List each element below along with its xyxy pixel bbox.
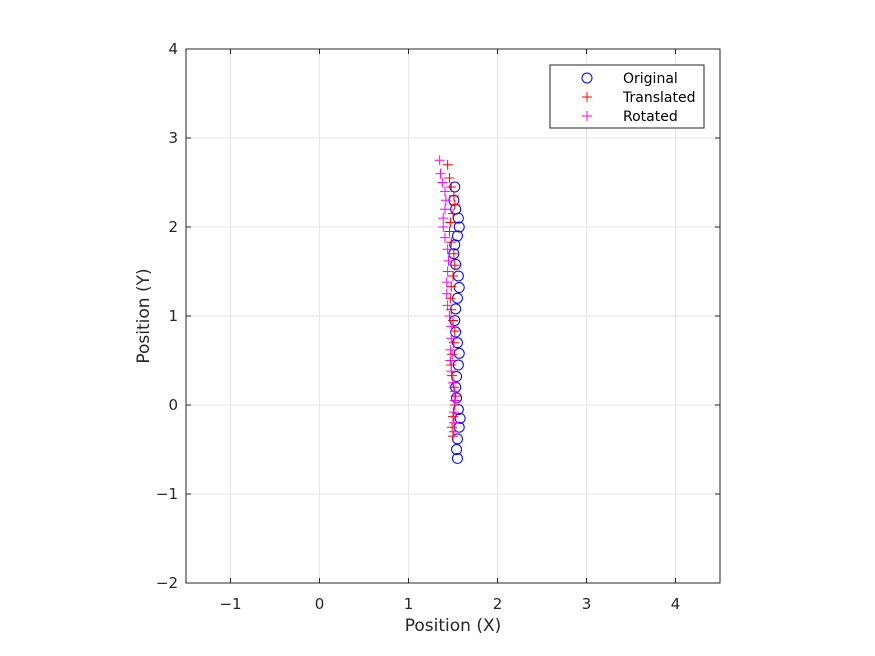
data-point <box>450 391 461 402</box>
data-point <box>450 203 462 215</box>
data-point <box>450 303 462 315</box>
data-point <box>449 260 460 271</box>
data-point <box>435 168 446 179</box>
data-point <box>446 237 457 248</box>
data-point <box>446 321 457 332</box>
y-axis-label: Position (Y) <box>134 268 154 363</box>
data-point <box>451 433 463 445</box>
data-point <box>453 282 465 294</box>
data-point <box>449 199 460 210</box>
data-point <box>451 452 463 464</box>
data-point <box>447 422 458 433</box>
y-tick-label: 2 <box>168 218 178 236</box>
x-tick-label: −1 <box>219 595 241 613</box>
legend-marker <box>582 111 592 121</box>
x-tick-label: 4 <box>671 595 681 613</box>
data-point <box>441 288 452 299</box>
data-point <box>445 344 456 355</box>
legend-marker <box>582 92 592 102</box>
data-point <box>449 395 460 406</box>
data-point <box>442 300 453 311</box>
legend-label: Rotated <box>623 109 678 125</box>
data-point <box>446 366 457 377</box>
data-point <box>442 244 453 255</box>
data-point <box>452 403 464 415</box>
series-rotated <box>434 155 460 437</box>
data-point <box>448 337 459 348</box>
y-tick-label: 3 <box>168 129 178 147</box>
data-point <box>444 173 455 184</box>
data-point <box>448 426 459 437</box>
data-point <box>448 407 459 418</box>
data-point <box>438 222 449 232</box>
series-translated <box>442 159 461 442</box>
data-point <box>451 371 463 383</box>
data-point <box>445 217 456 228</box>
data-point <box>448 270 458 281</box>
data-point <box>443 255 454 266</box>
y-tick-label: 1 <box>168 307 178 325</box>
data-point <box>446 281 457 292</box>
x-tick-label: 0 <box>315 595 325 613</box>
data-point <box>448 382 459 393</box>
legend-box <box>549 64 705 129</box>
data-point <box>444 226 455 237</box>
data-point <box>442 266 453 277</box>
data-point <box>447 349 458 360</box>
data-point <box>434 155 445 166</box>
legend: Original Translated Rotated <box>549 64 705 129</box>
legend-label: Original <box>623 71 678 87</box>
data-point <box>444 311 455 321</box>
x-tick-label: 3 <box>582 595 592 613</box>
data-point <box>442 159 453 170</box>
y-tick-label: −2 <box>156 574 178 592</box>
x-tick-label: 1 <box>404 595 414 613</box>
data-point <box>448 411 458 422</box>
data-point <box>439 204 450 215</box>
x-axis-label: Position (X) <box>405 616 502 636</box>
data-point <box>437 177 448 188</box>
data-point <box>450 258 462 270</box>
data-point <box>441 277 452 288</box>
data-point <box>448 190 459 201</box>
data-point <box>446 333 457 344</box>
data-series <box>434 155 466 464</box>
y-tick-label: 4 <box>168 40 178 58</box>
data-point <box>453 347 465 359</box>
data-point <box>438 213 449 224</box>
data-point <box>451 444 463 455</box>
data-point <box>448 208 458 219</box>
legend-marker <box>581 72 593 84</box>
data-point <box>448 431 458 442</box>
data-point <box>448 417 459 428</box>
data-point <box>451 392 463 404</box>
data-point <box>440 195 451 206</box>
data-point <box>448 248 459 259</box>
x-tick-label: 2 <box>493 595 503 613</box>
data-point <box>445 355 456 366</box>
y-tick-label: 0 <box>168 396 178 414</box>
data-point <box>446 181 457 192</box>
data-point <box>447 370 458 381</box>
legend-label: Translated <box>622 90 695 106</box>
data-point <box>454 412 466 424</box>
data-point <box>453 221 465 233</box>
data-point <box>449 386 460 397</box>
axis-ticks: −1 0 1 2 3 4 −2 −1 0 1 2 3 4 <box>156 40 720 613</box>
data-point <box>451 230 463 242</box>
data-point <box>448 377 458 388</box>
y-tick-label: −1 <box>156 485 178 503</box>
data-point <box>439 186 450 197</box>
data-point <box>439 232 450 243</box>
